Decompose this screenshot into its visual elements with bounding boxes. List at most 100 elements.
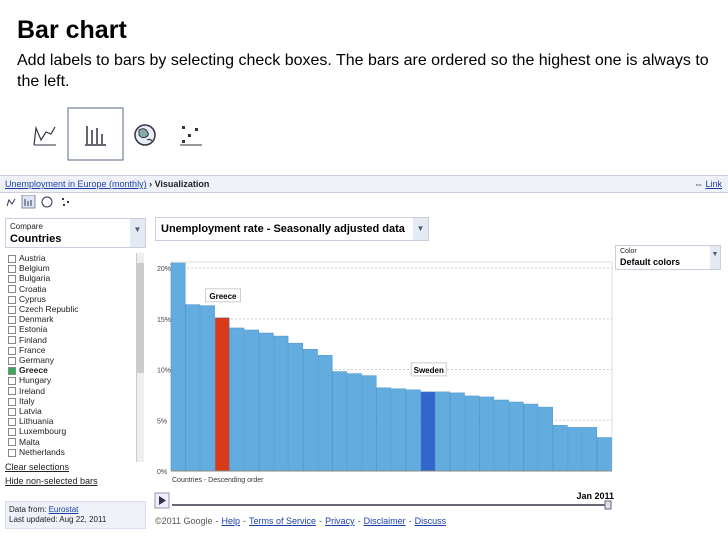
mini-scatter[interactable] <box>62 198 69 206</box>
checkbox[interactable] <box>8 387 16 396</box>
country-name[interactable]: Ireland <box>19 385 45 396</box>
checkbox[interactable] <box>8 417 16 426</box>
checkbox[interactable] <box>8 264 16 273</box>
selected-icon-frame[interactable] <box>67 107 124 161</box>
source: Data from: Eurostat <box>9 505 78 514</box>
footer-link[interactable]: Terms of Service <box>249 516 317 526</box>
country-name[interactable]: Netherlands <box>19 446 65 457</box>
country-row: Ireland <box>8 386 45 396</box>
checkbox[interactable] <box>8 336 16 345</box>
slider-handle[interactable] <box>604 500 612 510</box>
checkbox[interactable] <box>8 366 16 375</box>
country-name[interactable]: Greece <box>19 365 48 376</box>
bar <box>582 427 598 472</box>
clear-selections[interactable]: Clear selections <box>5 462 70 472</box>
checkbox[interactable] <box>8 285 16 294</box>
country-row: France <box>8 345 45 355</box>
dropdown-arrow[interactable]: ▼ <box>710 246 720 269</box>
country-name[interactable]: France <box>19 344 46 355</box>
country-name[interactable]: Austria <box>19 253 46 263</box>
country-row: Czech Republic <box>8 304 79 314</box>
footer-link[interactable]: Privacy <box>325 516 355 526</box>
country-name[interactable]: Croatia <box>19 283 47 294</box>
bar <box>347 373 362 472</box>
country-row: Austria <box>8 253 45 263</box>
country-name[interactable]: Cyprus <box>19 293 46 304</box>
country-name[interactable]: Denmark <box>19 314 54 325</box>
compare-value: Countries <box>10 233 62 245</box>
metric-dropdown[interactable]: Unemployment rate - Seasonally adjusted … <box>155 217 429 241</box>
checkbox[interactable] <box>8 305 16 314</box>
scrollbar[interactable] <box>136 253 144 462</box>
time-label: Jan 2011 <box>576 491 614 501</box>
checkbox[interactable] <box>8 326 16 335</box>
compare-dropdown[interactable]: Compare Countries ▼ <box>5 218 146 248</box>
checkbox[interactable] <box>8 407 16 416</box>
hide-bars[interactable]: Hide non-selected bars <box>5 476 98 486</box>
bar <box>200 305 215 472</box>
checkbox[interactable] <box>8 397 16 406</box>
play-button[interactable] <box>154 492 170 509</box>
bar <box>494 399 509 472</box>
checkbox[interactable] <box>8 315 16 324</box>
bar <box>523 403 539 472</box>
country-name[interactable]: Germany <box>19 355 54 365</box>
color-dropdown[interactable]: Color Default colors ▼ <box>615 245 721 270</box>
scroll-thumb[interactable] <box>137 263 144 373</box>
country-row: Netherlands <box>8 447 65 457</box>
country-name[interactable]: Estonia <box>19 324 48 335</box>
footer-link[interactable]: Disclaimer <box>363 516 406 526</box>
checkbox[interactable] <box>8 254 16 263</box>
checkbox[interactable] <box>8 275 16 284</box>
bar <box>244 329 259 472</box>
link[interactable]: Link <box>705 179 723 189</box>
country-row: Hungary <box>8 375 51 385</box>
country-name[interactable]: Luxembourg <box>19 426 67 437</box>
country-name[interactable]: Malta <box>19 436 40 447</box>
breadcrumb-link[interactable]: Unemployment in Europe (monthly) <box>5 179 147 189</box>
country-name[interactable]: Hungary <box>19 375 52 386</box>
dropdown-arrow[interactable]: ▼ <box>130 219 145 247</box>
checkbox[interactable] <box>8 428 16 437</box>
country-row: Estonia <box>8 324 47 334</box>
checkbox[interactable] <box>8 295 16 304</box>
bar-icon[interactable] <box>85 126 106 146</box>
country-name[interactable]: Czech Republic <box>19 304 79 314</box>
country-row: Luxembourg <box>8 426 66 436</box>
mini-map[interactable] <box>41 196 53 208</box>
checkbox[interactable] <box>8 346 16 355</box>
bar <box>450 392 465 472</box>
separator: - <box>215 516 219 526</box>
map-icon[interactable] <box>134 124 156 146</box>
country-name[interactable]: Italy <box>19 395 35 406</box>
footer-link[interactable]: Help <box>221 516 241 526</box>
callout-label: Greece <box>209 292 237 301</box>
dropdown-arrow[interactable]: ▼ <box>413 218 428 240</box>
checkbox[interactable] <box>8 356 16 365</box>
bar <box>435 391 451 472</box>
country-row: Germany <box>8 355 54 365</box>
breadcrumb: Unemployment in Europe (monthly) › Visua… <box>5 179 209 189</box>
bar <box>538 406 553 472</box>
breadcrumb-current: › Visualization <box>149 179 210 189</box>
mini-line[interactable] <box>6 198 16 207</box>
checkbox[interactable] <box>8 377 16 386</box>
source-link[interactable]: Eurostat <box>48 505 79 514</box>
country-name[interactable]: Latvia <box>19 406 42 416</box>
country-list: Austria Belgium Bulgaria Croatia Cyprus Czech… <box>5 253 143 462</box>
line-icon[interactable] <box>33 125 56 146</box>
country-name[interactable]: Finland <box>19 334 47 345</box>
y-tick-label: 20% <box>157 266 171 273</box>
scatter-icon[interactable] <box>180 126 202 146</box>
country-name[interactable]: Bulgaria <box>19 273 51 284</box>
separator: - <box>243 516 247 526</box>
footer-link[interactable]: Discuss <box>414 516 447 526</box>
checkbox[interactable] <box>8 448 16 457</box>
separator: - <box>357 516 361 526</box>
country-row: Finland <box>8 335 47 345</box>
checkbox[interactable] <box>8 438 16 447</box>
link-control[interactable]: ⇔ Link <box>694 179 723 189</box>
country-name[interactable]: Lithuania <box>19 416 54 427</box>
country-name[interactable]: Belgium <box>19 263 50 274</box>
bar <box>317 355 333 472</box>
